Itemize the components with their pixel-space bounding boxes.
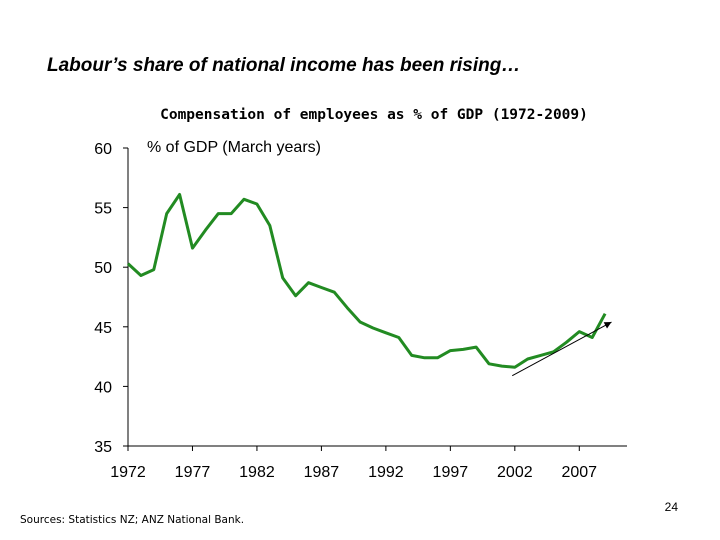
y-tick-label: 50 [94, 260, 112, 277]
x-tick-label: 1972 [110, 464, 146, 481]
y-tick-label: 45 [94, 320, 112, 337]
x-tick-label: 1977 [175, 464, 211, 481]
sources-note: Sources: Statistics NZ; ANZ National Ban… [20, 514, 245, 526]
y-tick-label: 55 [94, 201, 112, 218]
x-tick-label: 1987 [304, 464, 340, 481]
x-ticks: 1972 1977 1982 1987 1992 1997 2002 2007 [110, 446, 597, 481]
series-layer [126, 193, 607, 369]
trend-arrow-line [512, 321, 612, 377]
y-tick-label: 35 [94, 439, 112, 456]
annotation-layer [512, 321, 612, 377]
chart-title: Compensation of employees as % of GDP (1… [160, 107, 588, 123]
y-tick-label: 60 [94, 141, 112, 158]
unit-label: % of GDP (March years) [147, 139, 321, 156]
series-line [126, 193, 607, 369]
trend-arrow-head [603, 322, 612, 329]
x-tick-label: 1997 [433, 464, 469, 481]
y-tick-label: 40 [94, 379, 112, 396]
slide-headline: Labour’s share of national income has be… [47, 55, 521, 76]
page-number: 24 [664, 500, 678, 514]
x-tick-label: 2002 [497, 464, 533, 481]
x-tick-label: 1982 [239, 464, 275, 481]
y-ticks: 60 55 50 45 40 35 [94, 141, 128, 456]
x-tick-label: 2007 [561, 464, 597, 481]
x-tick-label: 1992 [368, 464, 404, 481]
